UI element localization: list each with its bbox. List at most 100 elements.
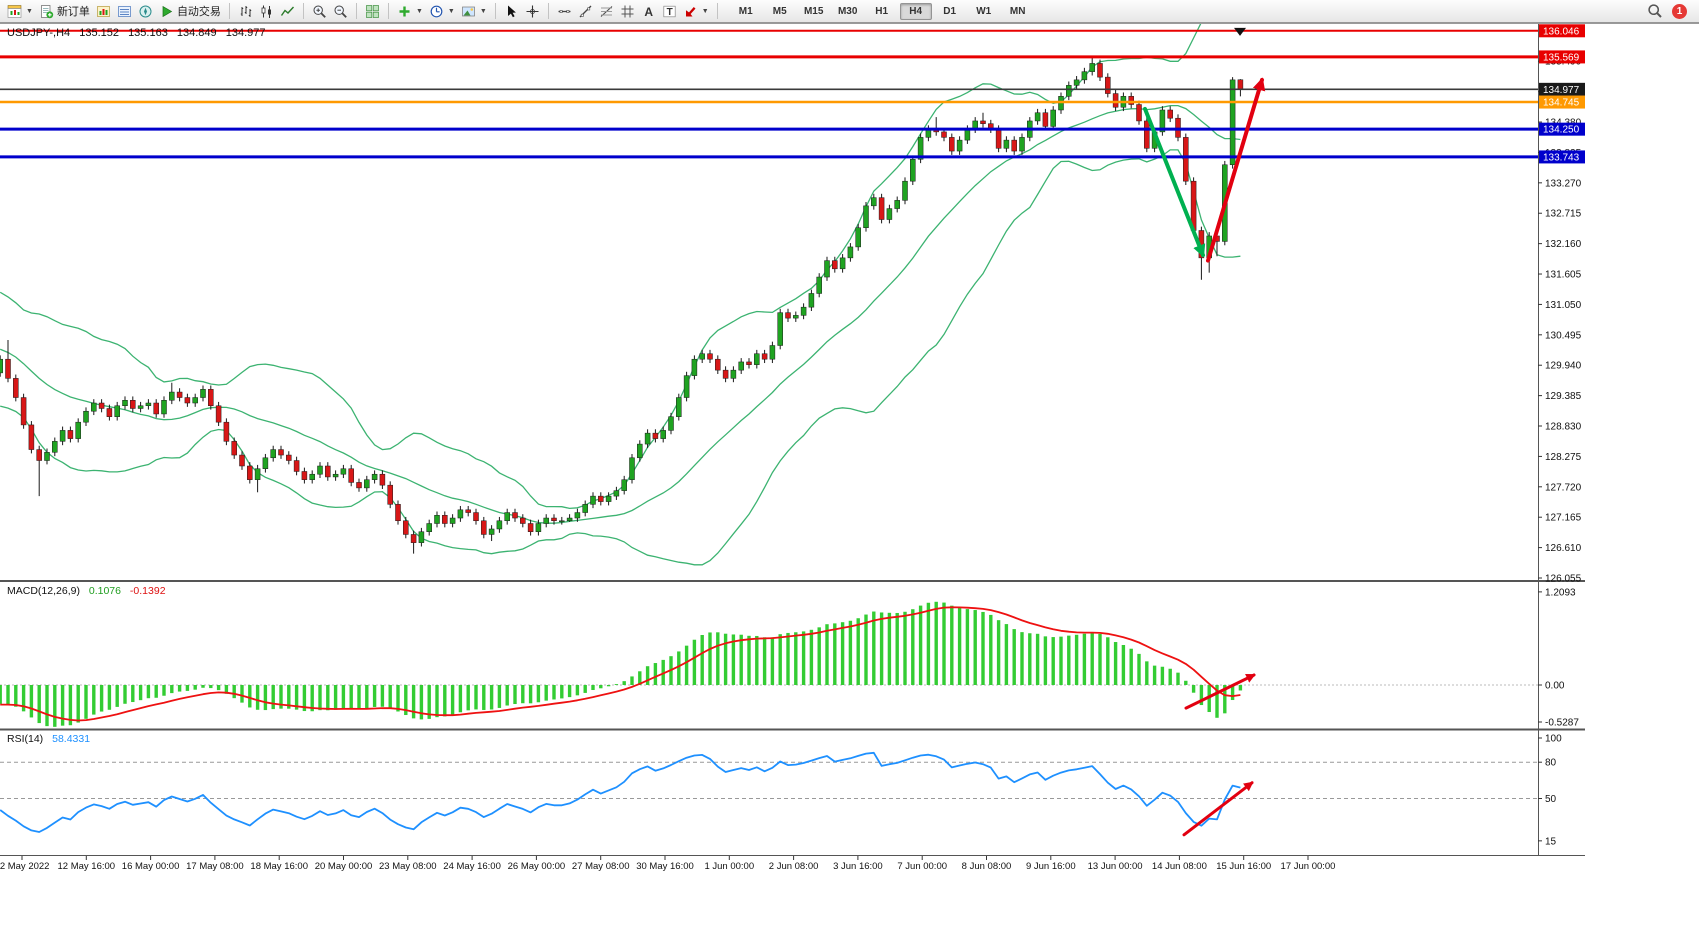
candle xyxy=(504,512,510,522)
fibonacci-tool-button[interactable] xyxy=(596,1,617,21)
timeframe-button-H4[interactable]: H4 xyxy=(899,2,932,20)
candle xyxy=(816,276,822,294)
text-tool-button[interactable]: A xyxy=(638,1,659,21)
line-chart-button[interactable] xyxy=(277,1,298,21)
trend-arrow[interactable] xyxy=(1182,781,1254,837)
zoom-in-button[interactable] xyxy=(309,1,330,21)
zoom-out-button[interactable] xyxy=(330,1,351,21)
horizontal-line-tool-button[interactable] xyxy=(554,1,575,21)
candle xyxy=(0,358,3,374)
bar-chart-button[interactable] xyxy=(235,1,256,21)
candle xyxy=(270,449,276,459)
trendline-tool-button[interactable] xyxy=(575,1,596,21)
crosshair-button[interactable] xyxy=(522,1,543,21)
price-axis[interactable]: 135.490134.935134.380133.825133.270132.7… xyxy=(1538,24,1585,585)
candle xyxy=(886,208,893,220)
cursor-button[interactable] xyxy=(501,1,522,21)
templates-button[interactable]: ▼ xyxy=(458,1,490,21)
price-tick-label: 129.940 xyxy=(1545,361,1582,372)
time-axis[interactable]: 12 May 2022 12 May 16:00 16 May 00:00 17 Ma… xyxy=(0,856,1335,872)
macd-bar xyxy=(1160,666,1165,685)
macd-bar xyxy=(786,632,790,685)
timeframe-toolbar: M1 M5 M15 M30 H1 H4 D1 W1 MN xyxy=(729,2,1035,20)
hline-objects-layer[interactable] xyxy=(0,29,1538,159)
macd-bar xyxy=(271,685,275,710)
price-tick-label: 131.605 xyxy=(1545,270,1582,281)
candle xyxy=(1112,93,1119,108)
macd-bar xyxy=(333,685,338,710)
grid-tool-button[interactable] xyxy=(617,1,638,21)
timeframe-button-M30[interactable]: M30 xyxy=(837,5,858,17)
macd-bar xyxy=(1004,624,1009,685)
macd-scale-label: -0.5287 xyxy=(1545,718,1579,729)
candle xyxy=(652,432,659,439)
candle xyxy=(309,473,315,480)
candlestick-chart-button[interactable] xyxy=(256,1,277,21)
timeframe-button-D1[interactable]: D1 xyxy=(943,5,957,17)
macd-bar xyxy=(497,685,502,708)
macd-bar xyxy=(645,666,650,685)
macd-bar xyxy=(1199,685,1204,706)
macd-bar xyxy=(1012,629,1016,685)
macd-bar xyxy=(638,671,642,685)
macd-bar xyxy=(942,602,946,685)
dropdown-caret: ▼ xyxy=(701,7,709,15)
trend-arrows-layer[interactable] xyxy=(1143,27,1266,837)
candle xyxy=(769,345,776,360)
new-order-label: 新订单 xyxy=(56,6,90,18)
macd-bar xyxy=(1137,653,1141,685)
data-window-button[interactable] xyxy=(114,1,135,21)
macd-bar xyxy=(926,602,931,685)
timeframe-button-H1[interactable]: H1 xyxy=(875,5,889,17)
tile-windows-button[interactable] xyxy=(362,1,383,21)
trend-arrow[interactable] xyxy=(1143,106,1206,258)
new-order-button[interactable]: 新订单 xyxy=(36,1,93,21)
candle xyxy=(535,523,542,532)
timeframe-button-W1[interactable]: W1 xyxy=(976,5,992,17)
candle xyxy=(114,405,120,417)
timeframe-button-MN[interactable]: MN xyxy=(1009,5,1026,17)
macd-bar xyxy=(1067,635,1071,685)
trend-arrow[interactable] xyxy=(1206,77,1266,263)
timeframe-button-M5[interactable]: M5 xyxy=(772,5,787,17)
candle xyxy=(13,378,19,398)
notification-badge[interactable]: 1 xyxy=(1672,3,1687,19)
bollinger-bands-layer xyxy=(0,24,1241,566)
candle xyxy=(153,402,159,415)
indicators-button[interactable]: ▼ xyxy=(394,1,426,21)
macd-bar xyxy=(131,685,135,703)
macd-bar xyxy=(53,685,57,727)
macd-bar xyxy=(1082,633,1087,685)
label-tool-button[interactable]: T xyxy=(659,1,680,21)
timeframe-button-M15[interactable]: M15 xyxy=(803,5,824,17)
candle xyxy=(5,358,11,379)
macd-bar xyxy=(989,614,993,685)
autotrading-button[interactable]: 自动交易 xyxy=(156,1,224,21)
candle xyxy=(395,504,401,522)
macd-bar xyxy=(950,605,954,685)
search-icon[interactable] xyxy=(1647,3,1663,19)
arrows-tool-button[interactable]: ▼ xyxy=(680,1,712,21)
candle xyxy=(738,361,744,371)
macd-bar xyxy=(357,685,361,710)
rsi-title: RSI(14) 58.4331 xyxy=(7,733,96,745)
candle xyxy=(793,315,799,319)
candle xyxy=(637,443,643,459)
timeframe-button-M1[interactable]: M1 xyxy=(738,5,753,17)
rsi-scale-label: 100 xyxy=(1545,734,1562,745)
candle xyxy=(449,517,456,524)
macd-bar xyxy=(1230,685,1235,701)
price-tick-label: 131.050 xyxy=(1545,300,1582,311)
price-tick-label: 126.610 xyxy=(1545,543,1582,554)
new-chart-button[interactable]: ▼ xyxy=(4,1,36,21)
trend-arrow[interactable] xyxy=(1184,673,1256,710)
macd-bar xyxy=(872,611,876,685)
periods-button[interactable]: ▼ xyxy=(426,1,458,21)
macd-bar xyxy=(1098,633,1102,685)
candle xyxy=(1003,139,1010,149)
time-tick-label: 1 Jun 00:00 xyxy=(704,861,754,872)
macd-bar xyxy=(1129,648,1133,685)
market-watch-button[interactable] xyxy=(93,1,114,21)
navigator-button[interactable] xyxy=(135,1,156,21)
